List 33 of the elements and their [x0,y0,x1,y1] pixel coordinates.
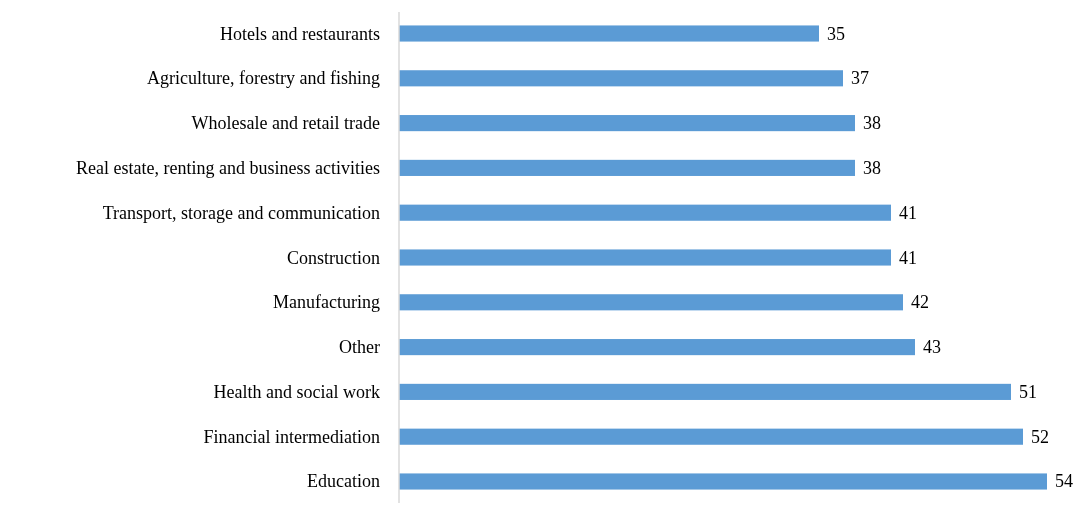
y-tick-label: Agriculture, forestry and fishing [147,68,380,89]
y-tick-label: Transport, storage and communication [102,202,380,223]
data-label: 38 [863,157,881,178]
data-label: 42 [911,292,929,313]
bar [399,115,855,132]
bar [399,383,1011,400]
bar [399,249,891,266]
bar [399,339,915,356]
y-tick-label: Hotels and restaurants [220,23,380,44]
y-tick-label: Real estate, renting and business activities [76,157,380,178]
y-tick-label: Construction [287,247,380,268]
y-tick-label: Wholesale and retail trade [191,113,381,134]
data-label: 43 [923,337,941,358]
data-label: 38 [863,113,881,134]
bar [399,70,843,87]
bar [399,428,1023,445]
data-label: 41 [899,247,917,268]
bar [399,25,819,42]
data-label: 35 [827,23,845,44]
data-label: 41 [899,202,917,223]
bar [399,204,891,221]
y-tick-label: Other [339,337,380,358]
bar [399,159,855,176]
data-label: 54 [1055,471,1073,492]
data-label: 51 [1019,381,1037,402]
y-tick-label: Manufacturing [273,292,380,313]
y-tick-label: Health and social work [213,381,380,402]
data-label: 37 [851,68,869,89]
bar [399,294,903,311]
bar [399,473,1047,490]
y-tick-label: Financial intermediation [203,426,380,447]
y-tick-label: Education [307,471,380,492]
data-label: 52 [1031,426,1049,447]
